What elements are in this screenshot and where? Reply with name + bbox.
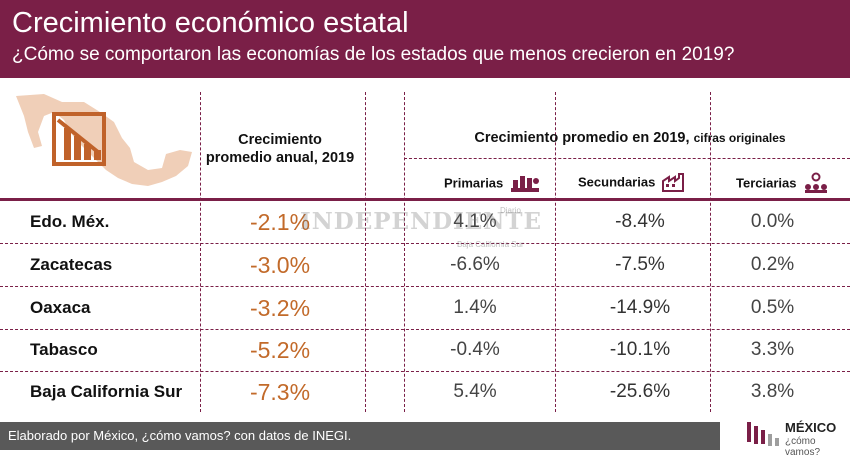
terciarias-value: 0.2% bbox=[750, 254, 795, 275]
state-name: Edo. Méx. bbox=[30, 212, 110, 231]
page-title: Crecimiento económico estatal bbox=[12, 7, 409, 39]
annual-growth: -5.2% bbox=[249, 337, 311, 363]
annual-growth: -7.3% bbox=[249, 379, 311, 405]
secundarias-value: -8.4% bbox=[615, 211, 665, 232]
avg-column-header: Crecimiento promedio en 2019, cifras ori… bbox=[420, 129, 840, 147]
header-banner: Crecimiento económico estatal ¿Cómo se c… bbox=[0, 0, 850, 78]
logo-name: MÉXICO bbox=[785, 420, 837, 435]
footer-bar: Elaborado por México, ¿cómo vamos? con d… bbox=[0, 422, 720, 450]
primarias-label: Primarias bbox=[444, 175, 504, 191]
table-row: Oaxaca -3.2% 1.4% -14.9% 0.5% bbox=[0, 287, 850, 329]
page-subtitle: ¿Cómo se comportaron las economías de lo… bbox=[12, 44, 735, 65]
row-divider bbox=[0, 286, 850, 287]
logo-tagline: ¿cómo vamos? bbox=[785, 436, 821, 458]
annual-growth: -3.0% bbox=[249, 252, 311, 278]
column-divider bbox=[555, 92, 556, 412]
terciarias-value: 0.5% bbox=[750, 297, 795, 318]
secundarias-value: -10.1% bbox=[609, 339, 671, 360]
primarias-value: 4.1% bbox=[453, 211, 497, 232]
table-row: Edo. Méx. -2.1% 4.1% -8.4% 0.0% bbox=[0, 201, 850, 243]
growth-column-header: Crecimiento promedio anual, 2019 bbox=[205, 132, 355, 166]
state-name: Tabasco bbox=[30, 340, 98, 359]
annual-growth: -2.1% bbox=[249, 209, 311, 235]
watermark-text: INDEPENDIENTE bbox=[300, 208, 543, 235]
primarias-header: Primarias bbox=[444, 172, 540, 194]
primarias-value: -0.4% bbox=[450, 339, 500, 360]
primarias-value: 1.4% bbox=[453, 297, 497, 318]
avg-header-note: cifras originales bbox=[693, 131, 786, 145]
column-divider bbox=[710, 92, 711, 412]
table-row: Tabasco -5.2% -0.4% -10.1% 3.3% bbox=[0, 329, 850, 371]
avg-header-main: Crecimiento promedio en 2019, bbox=[474, 130, 690, 146]
terciarias-value: 3.3% bbox=[750, 339, 795, 360]
column-divider bbox=[200, 92, 201, 412]
row-divider bbox=[0, 329, 850, 330]
annual-growth: -3.2% bbox=[249, 295, 311, 321]
state-name: Zacatecas bbox=[30, 255, 113, 274]
mexico-map-icon bbox=[16, 94, 192, 186]
column-divider bbox=[365, 92, 366, 412]
mexico-como-vamos-logo bbox=[747, 422, 779, 446]
row-divider bbox=[0, 243, 850, 244]
watermark-sup: Diario bbox=[500, 206, 521, 215]
subheader-divider bbox=[404, 158, 850, 159]
terciarias-value: 0.0% bbox=[750, 211, 795, 232]
people-network-icon bbox=[805, 172, 828, 193]
table-row: Baja California Sur -7.3% 5.4% -25.6% 3.… bbox=[0, 371, 850, 413]
source-note: Elaborado por México, ¿cómo vamos? con d… bbox=[8, 428, 352, 443]
terciarias-value: 3.8% bbox=[750, 381, 795, 402]
primarias-value: 5.4% bbox=[453, 381, 497, 402]
secundarias-value: -7.5% bbox=[615, 254, 665, 275]
column-divider bbox=[404, 92, 405, 412]
header-rule bbox=[0, 198, 850, 201]
primarias-value: -6.6% bbox=[450, 254, 500, 275]
row-divider bbox=[0, 371, 850, 372]
state-name: Oaxaca bbox=[30, 298, 91, 317]
secundarias-label: Secundarias bbox=[578, 174, 656, 190]
secundarias-header: Secundarias bbox=[578, 172, 686, 192]
terciarias-header: Terciarias bbox=[736, 172, 829, 194]
terciarias-label: Terciarias bbox=[736, 175, 797, 191]
secundarias-value: -25.6% bbox=[609, 381, 671, 402]
watermark-sub: Baja California Sur bbox=[457, 240, 524, 249]
secundarias-value: -14.9% bbox=[609, 297, 671, 318]
declining-chart-icon bbox=[52, 112, 106, 166]
state-name: Baja California Sur bbox=[30, 382, 183, 401]
factory-icon bbox=[661, 173, 684, 192]
agriculture-icon bbox=[510, 176, 539, 192]
table-row: Zacatecas -3.0% -6.6% -7.5% 0.2% bbox=[0, 244, 850, 286]
